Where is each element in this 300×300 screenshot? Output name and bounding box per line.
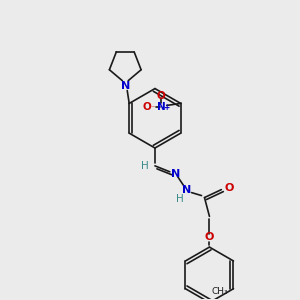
- Text: O: O: [142, 102, 152, 112]
- Text: CH₃: CH₃: [211, 287, 228, 296]
- Text: O: O: [225, 183, 234, 193]
- Text: H: H: [141, 161, 149, 171]
- Text: +: +: [164, 103, 170, 112]
- Text: N: N: [171, 169, 180, 179]
- Text: N: N: [121, 81, 130, 91]
- Text: O: O: [205, 232, 214, 242]
- Text: N: N: [182, 184, 191, 195]
- Text: ⁻: ⁻: [151, 103, 155, 112]
- Text: N: N: [157, 102, 165, 112]
- Text: H: H: [176, 194, 184, 203]
- Text: O: O: [157, 91, 165, 100]
